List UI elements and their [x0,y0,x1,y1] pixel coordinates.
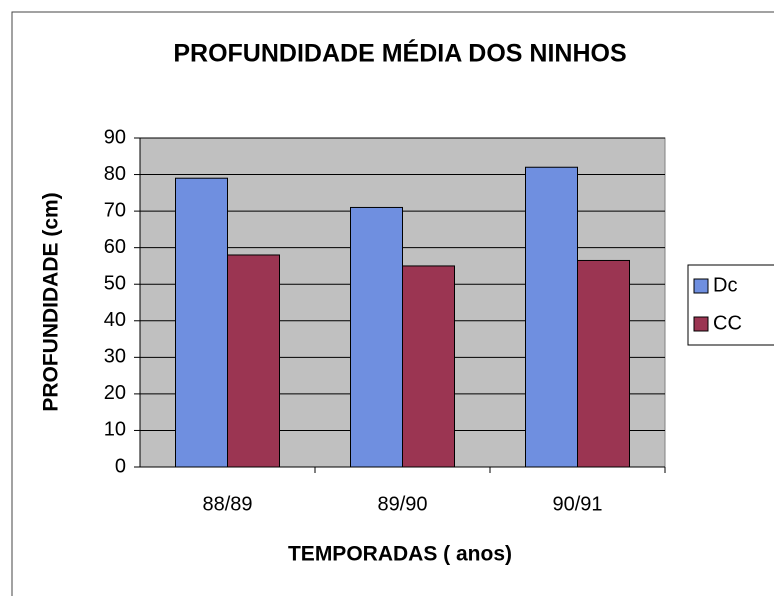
bar [402,265,455,468]
legend-swatch [693,278,709,294]
bar [227,254,280,468]
y-tick-label: 30 [104,346,126,368]
legend-label: CC [713,312,742,334]
y-tick-label: 20 [104,382,126,404]
bar [175,177,228,468]
bar [525,166,578,468]
y-tick-label: 60 [104,236,126,258]
bar [577,259,630,468]
legend-swatch [693,316,709,332]
bar [350,206,403,468]
x-tick-label: 90/91 [552,493,602,515]
y-axis-label: PROFUNDIDADE (cm) [40,192,63,411]
x-axis-label: TEMPORADAS ( anos) [288,543,512,566]
legend-label: Dc [713,274,737,296]
y-tick-label: 50 [104,273,126,295]
y-tick-label: 40 [104,309,126,331]
y-tick-label: 90 [104,126,126,148]
y-tick-label: 0 [115,455,126,477]
chart-title: PROFUNDIDADE MÉDIA DOS NINHOS [173,39,626,68]
y-tick-label: 80 [104,163,126,185]
legend-box [687,264,774,346]
y-tick-label: 10 [104,419,126,441]
x-tick-label: 89/90 [377,493,427,515]
y-tick-label: 70 [104,199,126,221]
x-tick-label: 88/89 [202,493,252,515]
